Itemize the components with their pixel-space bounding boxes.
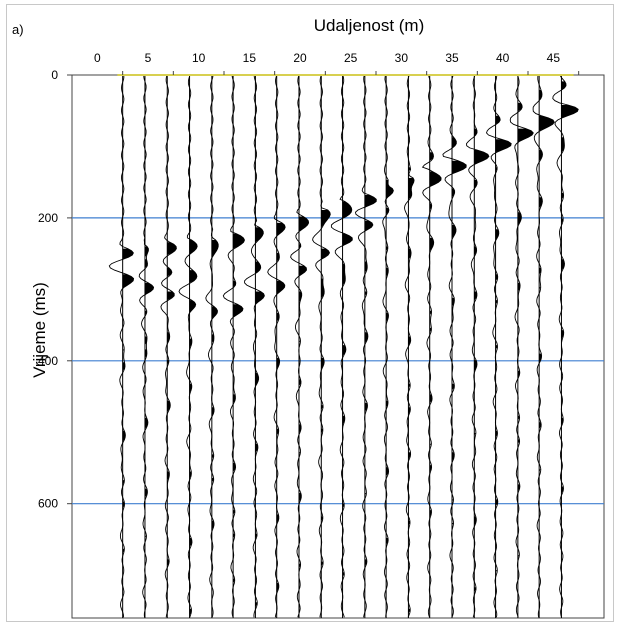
x-tick-label: 15 bbox=[243, 51, 257, 65]
seismic-trace bbox=[382, 74, 394, 618]
x-tick-label: 35 bbox=[445, 51, 459, 65]
seismic-trace bbox=[267, 74, 286, 618]
trace-wiggle bbox=[108, 74, 135, 618]
seismic-trace bbox=[108, 74, 135, 618]
trace-wiggle bbox=[244, 74, 265, 618]
x-tick-label: 10 bbox=[192, 51, 206, 65]
trace-wiggle bbox=[160, 74, 177, 618]
traces bbox=[108, 74, 579, 618]
trace-wiggle bbox=[382, 74, 394, 618]
trace-wiggle bbox=[509, 74, 534, 618]
seismic-trace bbox=[160, 74, 177, 618]
seismic-trace bbox=[485, 74, 512, 618]
seismic-trace bbox=[355, 74, 377, 618]
x-tick-label: 40 bbox=[496, 51, 510, 65]
gridlines bbox=[72, 217, 604, 505]
seismic-trace bbox=[532, 74, 555, 618]
trace-fill bbox=[122, 248, 134, 553]
x-tick-label: 5 bbox=[145, 51, 152, 65]
trace-fill bbox=[539, 90, 555, 472]
plot-area bbox=[71, 74, 605, 619]
trace-wiggle bbox=[205, 74, 219, 618]
panel-label: a) bbox=[12, 22, 24, 37]
x-tick-label: 25 bbox=[344, 51, 358, 65]
trace-wiggle bbox=[138, 75, 155, 618]
seismic-trace bbox=[138, 75, 155, 618]
trace-wiggle bbox=[330, 74, 353, 618]
y-tick-label: 0 bbox=[51, 68, 58, 82]
trace-wiggle bbox=[355, 74, 377, 618]
seismic-trace bbox=[290, 74, 310, 618]
trace-wiggle bbox=[485, 74, 512, 618]
y-tick-label: 600 bbox=[38, 497, 58, 511]
trace-wiggle bbox=[222, 74, 245, 618]
trace-wiggle bbox=[290, 74, 310, 618]
x-tick-label: 0 bbox=[94, 51, 101, 65]
seismic-trace bbox=[404, 74, 415, 618]
trace-wiggle bbox=[178, 74, 198, 618]
trace-fill bbox=[342, 201, 353, 577]
x-tick-label: 45 bbox=[547, 51, 561, 65]
trace-wiggle bbox=[267, 74, 286, 618]
figure-frame bbox=[6, 4, 614, 622]
trace-fill bbox=[255, 227, 265, 607]
seismic-trace bbox=[552, 74, 579, 618]
trace-wiggle bbox=[466, 74, 490, 618]
trace-wiggle bbox=[404, 74, 415, 618]
trace-wiggle bbox=[312, 74, 331, 618]
seismic-trace bbox=[205, 74, 219, 618]
trace-wiggle bbox=[442, 74, 467, 618]
seismic-trace bbox=[244, 74, 265, 618]
trace-wiggle bbox=[552, 74, 579, 618]
seismic-trace bbox=[330, 74, 353, 618]
x-tick-label: 20 bbox=[293, 51, 307, 65]
x-axis-title: Udaljenost (m) bbox=[313, 16, 425, 35]
seismic-trace bbox=[178, 74, 198, 618]
trace-fill bbox=[167, 242, 177, 566]
trace-fill bbox=[211, 240, 219, 530]
trace-wiggle bbox=[421, 74, 442, 618]
y-tick-label: 200 bbox=[38, 211, 58, 225]
axes: 0 5 10 15 20 25 30 35 40 45 0 200 400 600 bbox=[38, 51, 580, 511]
seismic-trace bbox=[509, 74, 534, 618]
trace-fill bbox=[429, 152, 442, 517]
seismic-trace bbox=[222, 74, 245, 618]
seismic-trace bbox=[466, 74, 490, 618]
x-tick-label: 30 bbox=[395, 51, 409, 65]
seismic-trace bbox=[421, 74, 442, 618]
y-tick-label: 400 bbox=[38, 354, 58, 368]
trace-wiggle bbox=[532, 74, 555, 618]
seismic-trace bbox=[442, 74, 467, 618]
seismic-trace bbox=[312, 74, 331, 618]
